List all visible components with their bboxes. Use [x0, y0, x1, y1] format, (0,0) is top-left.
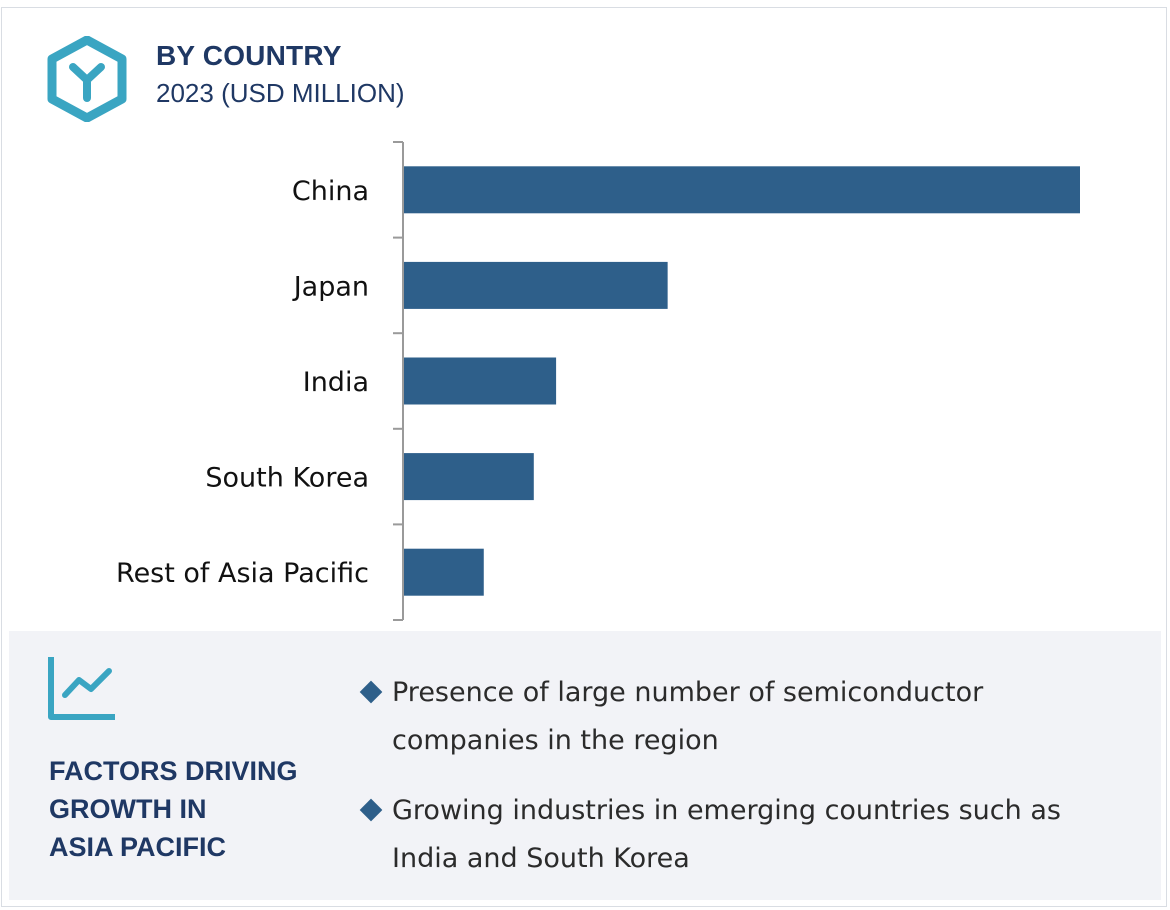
category-label: China	[292, 176, 369, 207]
category-label: Japan	[292, 271, 369, 302]
diamond-bullet-icon	[359, 798, 383, 822]
factor-bullet: Presence of large number of semiconducto…	[359, 669, 1119, 769]
chart-title: BY COUNTRY	[156, 40, 342, 71]
category-label: South Korea	[205, 463, 369, 494]
factor-text: Presence of large number of semiconducto…	[392, 677, 984, 756]
bar-china	[404, 166, 1080, 214]
factor-text: Growing industries in emerging countries…	[392, 795, 1061, 874]
factor-bullet: Growing industries in emerging countries…	[359, 787, 1119, 887]
diamond-bullet-icon	[359, 680, 383, 704]
chart-subtitle: 2023 (USD MILLION)	[156, 78, 405, 108]
bar-rest-of-asia-pacific	[404, 548, 484, 596]
hexagon-y-logo-icon	[47, 36, 127, 122]
category-label: India	[303, 367, 369, 398]
bar-japan	[404, 261, 668, 309]
factors-heading-line: GROWTH IN	[49, 794, 207, 824]
category-label: Rest of Asia Pacific	[116, 558, 369, 589]
factors-heading: FACTORS DRIVING GROWTH IN ASIA PACIFIC	[49, 752, 339, 866]
bar-south-korea	[404, 453, 534, 501]
trend-chart-icon	[48, 657, 115, 720]
factors-heading-line: FACTORS DRIVING	[49, 756, 298, 786]
bar-india	[404, 357, 557, 405]
bar-chart: China Japan India South Korea Rest of Asia P…	[116, 141, 1080, 621]
growth-factors-panel: FACTORS DRIVING GROWTH IN ASIA PACIFIC P…	[9, 631, 1161, 900]
factors-heading-line: ASIA PACIFIC	[49, 832, 227, 862]
